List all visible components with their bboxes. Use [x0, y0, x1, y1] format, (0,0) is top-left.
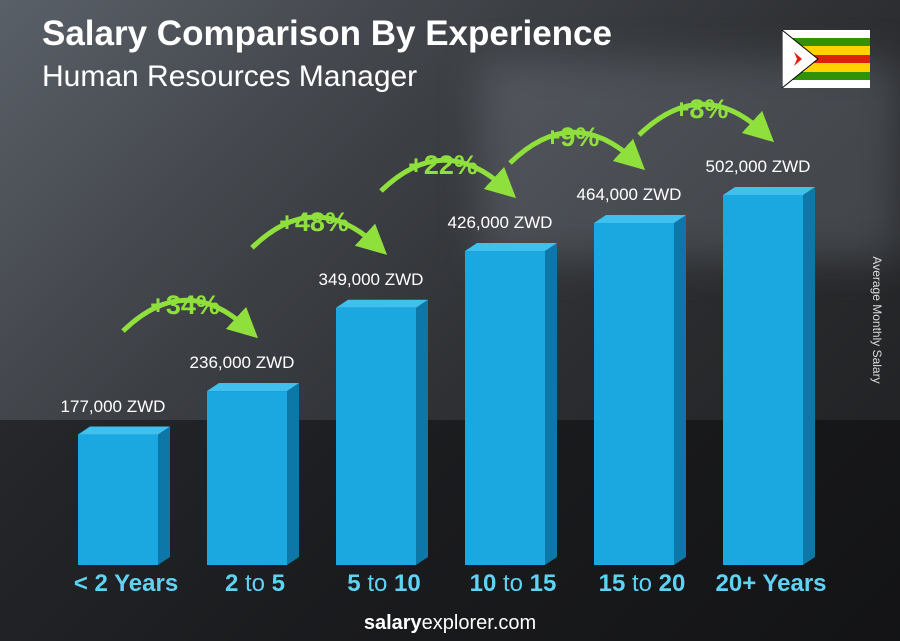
bar-face — [594, 223, 674, 565]
bar-side — [545, 243, 557, 565]
bar — [207, 383, 299, 565]
change-label: +9% — [544, 122, 600, 152]
bar-top — [594, 215, 686, 224]
value-label: 236,000 ZWD — [189, 353, 295, 373]
bar-face — [78, 434, 158, 565]
bar — [723, 187, 815, 565]
x-tick-label: < 2 Years — [73, 570, 179, 597]
background-blur — [480, 60, 900, 260]
x-tick-label: 5 to 10 — [347, 570, 421, 597]
bar-side — [803, 187, 815, 565]
bar-top — [723, 187, 815, 195]
chart-title: Salary Comparison By Experience — [42, 14, 612, 53]
bar — [78, 426, 170, 565]
change-arrow — [379, 157, 517, 199]
x-tick-label: 10 to 15 — [469, 570, 557, 597]
bar — [465, 243, 557, 565]
value-label: 426,000 ZWD — [447, 213, 553, 233]
chart-subtitle: Human Resources Manager — [42, 60, 418, 93]
bar-top — [465, 243, 557, 252]
footer-brand[interactable]: salaryexplorer.com — [364, 612, 536, 635]
value-label: 349,000 ZWD — [318, 269, 424, 289]
bar-face — [723, 195, 803, 565]
bar-face — [207, 391, 287, 565]
bar-face — [336, 307, 416, 565]
zimbabwe-flag-icon — [782, 30, 870, 88]
bar-top — [336, 299, 428, 308]
change-label: +8% — [673, 94, 729, 124]
change-arrow — [250, 214, 388, 255]
change-label: +22% — [408, 150, 478, 181]
bar-top — [78, 426, 170, 435]
change-label: +48% — [279, 206, 349, 237]
change-label: +34% — [150, 290, 220, 321]
bar-side — [158, 426, 170, 565]
bar-side — [416, 299, 428, 565]
bar — [594, 215, 686, 565]
value-label: 177,000 ZWD — [60, 396, 166, 416]
bar-side — [287, 383, 299, 565]
x-tick-label: 2 to 5 — [224, 570, 286, 597]
bar-face — [465, 251, 545, 565]
brand-rest: explorer.com — [421, 612, 537, 634]
bar-side — [674, 215, 686, 565]
value-label: 464,000 ZWD — [576, 185, 682, 204]
change-arrow — [508, 129, 646, 171]
x-tick-label: 20+ Years — [715, 570, 827, 597]
x-tick-label: 15 to 20 — [598, 570, 686, 597]
value-label: 502,000 ZWD — [705, 157, 811, 176]
brand-bold: salary — [363, 612, 422, 634]
change-arrow — [121, 297, 259, 339]
bar — [336, 299, 428, 565]
change-arrow — [637, 101, 775, 143]
bar-top — [207, 383, 299, 392]
